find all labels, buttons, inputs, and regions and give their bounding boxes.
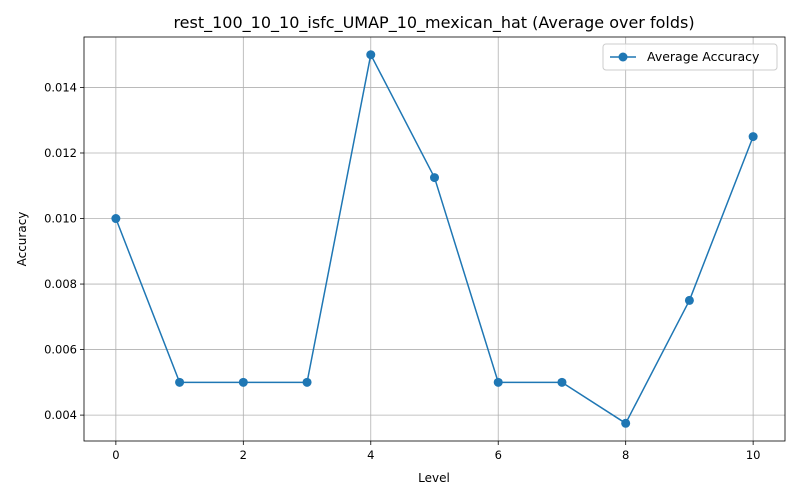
- plot-frame: [83, 36, 786, 442]
- data-point: [238, 377, 248, 387]
- legend-box: [602, 43, 778, 71]
- data-point: [621, 418, 631, 428]
- x-tick-label: 4: [367, 448, 374, 462]
- y-axis-label: Accuracy: [15, 212, 29, 267]
- legend-marker: [618, 52, 628, 62]
- legend: Average Accuracy: [602, 43, 778, 71]
- data-point: [111, 214, 121, 224]
- x-tick-label: 10: [746, 448, 761, 462]
- data-point: [684, 295, 694, 305]
- x-tick-label: 0: [112, 448, 119, 462]
- y-tick-label: 0.008: [44, 277, 77, 291]
- x-tick-label: 8: [622, 448, 629, 462]
- x-tick-label: 6: [495, 448, 502, 462]
- ticks-layer: 0 2 4 6 8 10 0.004 0.006 0.008 0.010 0.012 0.014: [44, 80, 760, 462]
- y-tick-label: 0.012: [44, 146, 77, 160]
- x-axis-label: Level: [418, 471, 450, 485]
- y-tick-label: 0.010: [44, 212, 77, 226]
- data-point: [557, 377, 567, 387]
- legend-label: Average Accuracy: [647, 49, 760, 64]
- data-point: [748, 132, 758, 142]
- y-tick-label: 0.006: [44, 343, 77, 357]
- data-point: [430, 173, 439, 183]
- grid-layer: [84, 37, 785, 441]
- data-point: [302, 377, 312, 387]
- x-tick-label: 2: [240, 448, 247, 462]
- series-line: [115, 53, 754, 425]
- chart-title: rest_100_10_10_isfc_UMAP_10_mexican_hat …: [173, 13, 694, 33]
- y-tick-label: 0.014: [44, 80, 77, 94]
- y-tick-label: 0.004: [44, 408, 77, 422]
- series-layer: [111, 50, 758, 428]
- data-point: [493, 377, 503, 387]
- data-point: [175, 377, 185, 387]
- data-point: [366, 50, 376, 60]
